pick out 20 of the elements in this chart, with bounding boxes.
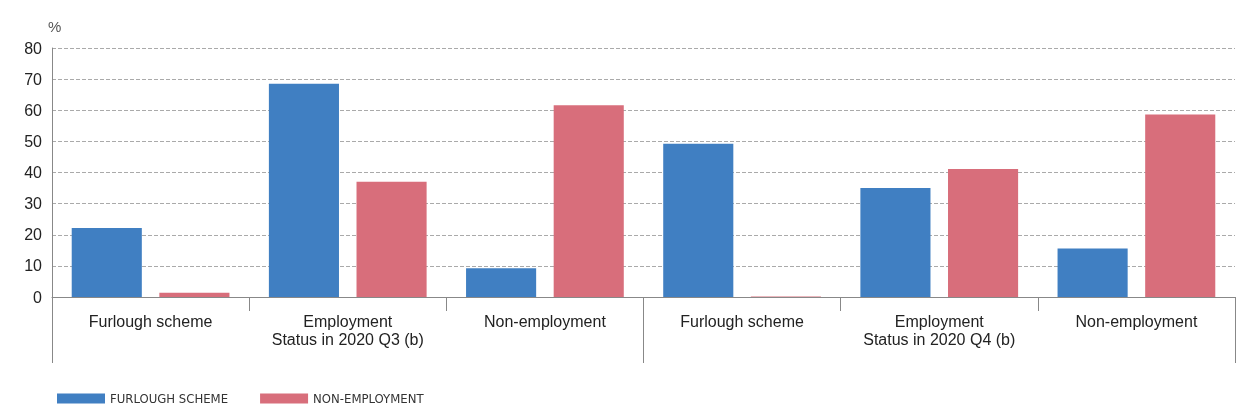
legend-label: NON-EMPLOYMENT	[313, 391, 425, 406]
y-tick-label: 0	[33, 288, 43, 306]
y-tick-label: 60	[24, 101, 43, 119]
text: Status in 2020 Q4 (b)	[863, 330, 1016, 348]
x-tick-label: Employment	[303, 312, 393, 330]
legend-label: FURLOUGH SCHEME	[110, 391, 229, 406]
y-axis-title: %	[48, 18, 62, 35]
y-tick-label: 70	[24, 70, 43, 88]
y-tick-label: 50	[24, 132, 43, 150]
y-tick-label: 80	[24, 39, 43, 57]
y-tick-label: 20	[24, 226, 43, 244]
y-tick-label: 30	[24, 195, 43, 213]
y-tick-label: 10	[24, 257, 43, 275]
x-tick-label: Employment	[894, 312, 985, 330]
x-tick-label: Non-employment	[484, 312, 607, 330]
x-tick-label: Furlough scheme	[680, 312, 804, 330]
x-tick-label: Furlough scheme	[88, 312, 213, 330]
y-tick-label: 40	[24, 164, 43, 181]
x-tick-label: Non-employment	[1075, 312, 1198, 330]
text: Status in 2020 Q3 (b)	[271, 330, 424, 348]
